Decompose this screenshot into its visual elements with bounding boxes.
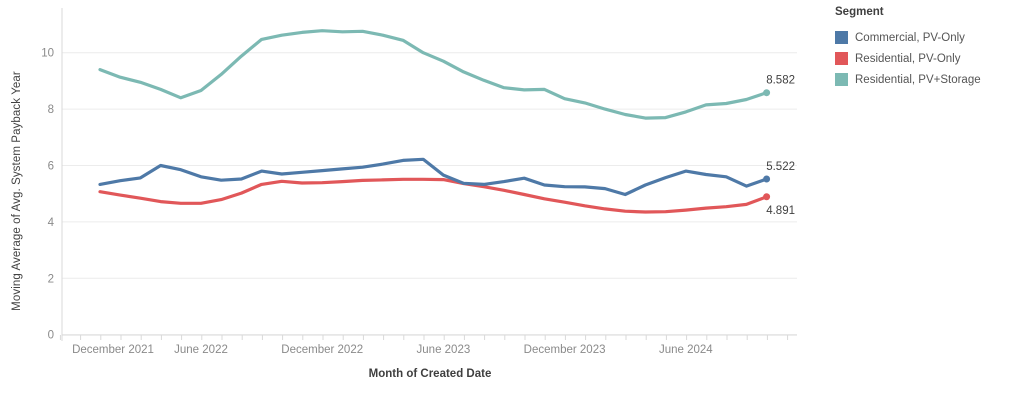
y-tick-label-10: 10 bbox=[41, 48, 54, 60]
y-tick-label-4: 4 bbox=[48, 217, 55, 229]
series-line-commercial-pv-only[interactable] bbox=[98, 157, 769, 197]
x-tick-label-3: June 2023 bbox=[417, 344, 471, 356]
y-tick-label-2: 2 bbox=[48, 273, 54, 285]
x-tick-label-4: December 2023 bbox=[524, 344, 606, 356]
y-tick-label-8: 8 bbox=[48, 104, 54, 116]
series-end-dot-residential-pv-only[interactable] bbox=[763, 193, 771, 201]
series-end-label-commercial-pv-only: 5.522 bbox=[766, 161, 795, 173]
series-end-dot-commercial-pv-only[interactable] bbox=[763, 175, 771, 183]
y-axis-title: Moving Average of Avg. System Payback Ye… bbox=[11, 71, 23, 311]
series-line-residential-pv-only[interactable] bbox=[98, 177, 769, 214]
series-line-residential-pv-storage[interactable] bbox=[98, 29, 769, 120]
legend-label-commercial-pv-only: Commercial, PV-Only bbox=[855, 31, 965, 44]
series-end-dot-residential-pv-storage[interactable] bbox=[763, 89, 771, 97]
x-tick-label-0: December 2021 bbox=[72, 344, 154, 356]
legend-title: Segment bbox=[835, 6, 884, 18]
x-tick-label-2: December 2022 bbox=[281, 344, 363, 356]
legend-item-commercial-pv-only[interactable]: Commercial, PV-Only bbox=[835, 27, 981, 48]
x-tick-label-1: June 2022 bbox=[174, 344, 228, 356]
legend-item-residential-pv-only[interactable]: Residential, PV-Only bbox=[835, 48, 981, 69]
legend-swatch-residential-pv-storage bbox=[835, 73, 848, 86]
series-end-label-residential-pv-storage: 8.582 bbox=[766, 75, 795, 87]
x-axis-title: Month of Created Date bbox=[368, 368, 492, 380]
x-tick-label-5: June 2024 bbox=[659, 344, 713, 356]
legend-label-residential-pv-storage: Residential, PV+Storage bbox=[855, 73, 981, 86]
legend-label-residential-pv-only: Residential, PV-Only bbox=[855, 52, 961, 65]
y-tick-label-6: 6 bbox=[48, 161, 54, 173]
y-tick-label-0: 0 bbox=[48, 330, 54, 342]
legend: Segment Commercial, PV-Only Residential,… bbox=[835, 6, 981, 90]
series-end-label-residential-pv-only: 4.891 bbox=[766, 205, 795, 217]
legend-swatch-residential-pv-only bbox=[835, 52, 848, 65]
legend-item-residential-pv-storage[interactable]: Residential, PV+Storage bbox=[835, 69, 981, 90]
legend-swatch-commercial-pv-only bbox=[835, 31, 848, 44]
